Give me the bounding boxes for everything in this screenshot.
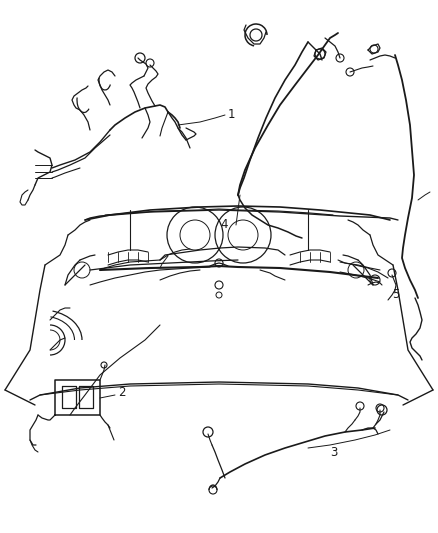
Text: 1: 1	[228, 109, 236, 122]
Text: 4: 4	[220, 219, 227, 231]
Text: 2: 2	[118, 386, 126, 400]
Text: 5: 5	[392, 288, 399, 302]
Text: 3: 3	[330, 446, 337, 458]
